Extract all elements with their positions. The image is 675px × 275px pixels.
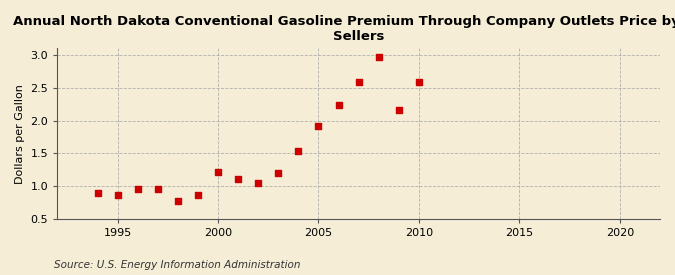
- Point: [112, 192, 123, 197]
- Title: Annual North Dakota Conventional Gasoline Premium Through Company Outlets Price : Annual North Dakota Conventional Gasolin…: [14, 15, 675, 43]
- Point: [313, 124, 324, 129]
- Point: [394, 108, 404, 112]
- Point: [173, 198, 184, 203]
- Point: [373, 55, 384, 59]
- Point: [92, 191, 103, 195]
- Point: [333, 103, 344, 107]
- Point: [153, 187, 163, 192]
- Point: [233, 177, 244, 181]
- Point: [414, 79, 425, 84]
- Point: [273, 171, 284, 175]
- Point: [253, 181, 264, 185]
- Y-axis label: Dollars per Gallon: Dollars per Gallon: [15, 84, 25, 184]
- Point: [213, 169, 223, 174]
- Point: [132, 186, 143, 191]
- Point: [353, 79, 364, 84]
- Point: [293, 149, 304, 153]
- Point: [192, 193, 203, 197]
- Text: Source: U.S. Energy Information Administration: Source: U.S. Energy Information Administ…: [54, 260, 300, 270]
